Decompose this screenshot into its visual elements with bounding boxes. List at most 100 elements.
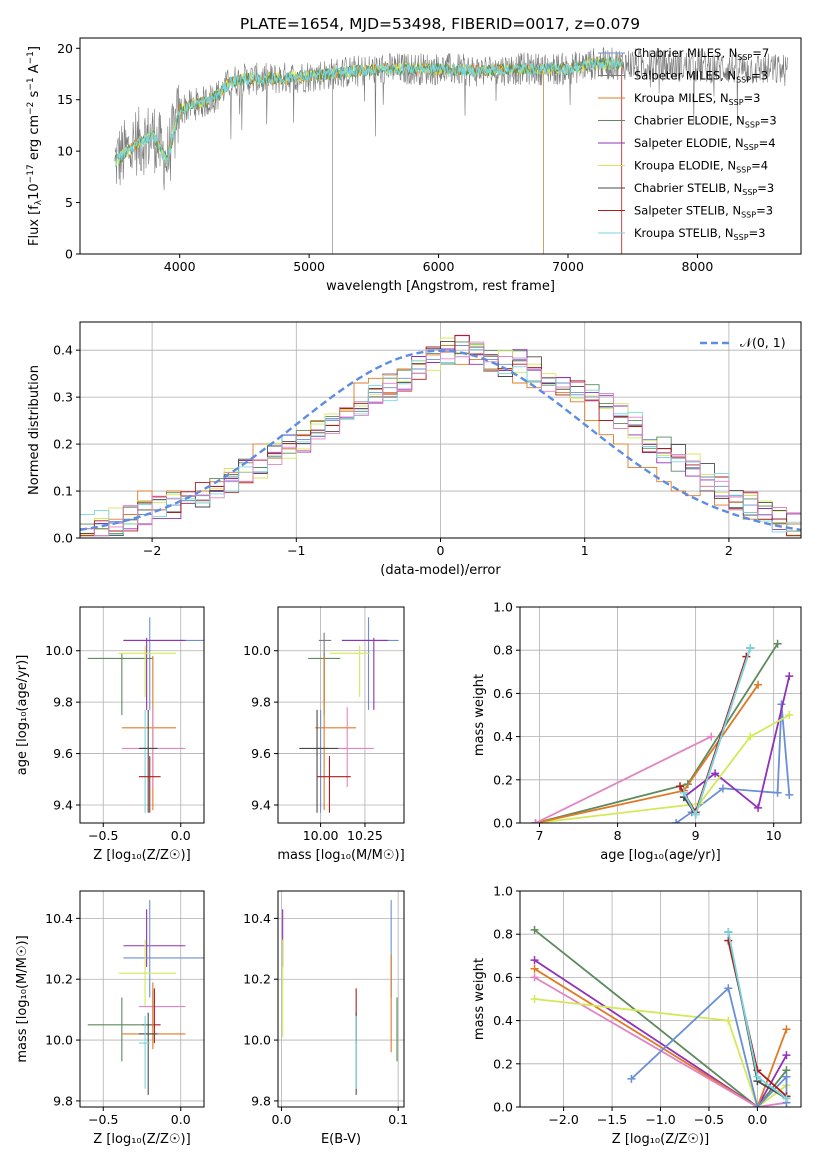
- plot-area: [80, 334, 801, 538]
- y-tick-label: 20: [57, 41, 73, 56]
- y-tick-label: 0.2: [493, 772, 513, 787]
- y-tick-label: 10.0: [243, 643, 271, 658]
- x-axis-label: (data-model)/error: [380, 563, 501, 578]
- y-axis-label-part: −1: [26, 77, 36, 90]
- axes-frame: [79, 606, 205, 824]
- x-tick-label: 0.0: [171, 828, 191, 843]
- y-axis-label-part: −1: [26, 51, 36, 64]
- weight-marker: [754, 680, 763, 689]
- chart-residuals: −2 −1 0 1 2 0.0 0.1 0.2 0.3 0.4 (data-model)/error…: [27, 321, 802, 578]
- x-tick-label: 6000: [423, 259, 455, 274]
- weight-line: [683, 675, 791, 810]
- y-axis-label-part: ]: [27, 46, 42, 51]
- legend-label-text: Chabrier MILES, N: [634, 46, 737, 60]
- x-axis-label: wavelength [Angstrom, rest frame]: [326, 279, 555, 294]
- plot-area: [114, 47, 789, 254]
- y-tick-label: 9.6: [53, 746, 73, 761]
- x-axis-label: Z [log₁₀(Z/Z☉)]: [93, 848, 190, 863]
- axes-frame: [519, 606, 802, 824]
- histogram-step: [80, 334, 801, 538]
- weight-marker: [724, 1016, 733, 1025]
- weight-marker: [724, 928, 733, 937]
- x-tick-label: −1: [287, 543, 305, 558]
- y-tick-label: 0.8: [493, 643, 513, 658]
- y-axis-label: Flux [fλ10−17 erg cm−2 s−1 A−1]: [26, 46, 44, 246]
- x-tick-label: −2.0: [548, 1112, 578, 1127]
- weight-marker: [672, 819, 681, 823]
- figure-title: PLATE=1654, MJD=53498, FIBERID=0017, z=0…: [240, 15, 640, 33]
- weight-marker: [782, 1025, 791, 1034]
- x-tick-label: −0.5: [88, 828, 118, 843]
- observed-spectrum-line: [114, 47, 789, 191]
- axes-frame: [277, 890, 405, 1108]
- legend-label-sub: SSP: [742, 188, 757, 197]
- weight-marker: [530, 956, 539, 965]
- legend-label-sub: SSP: [734, 233, 749, 242]
- y-tick-label: 15: [57, 92, 73, 107]
- legend-label: Chabrier MILES, NSSP=7: [634, 46, 769, 62]
- legend-label-text: =4: [759, 136, 776, 150]
- weight-line: [535, 735, 712, 823]
- y-tick-label: 0.6: [493, 686, 513, 701]
- legend-label-sub: SSP: [741, 211, 756, 220]
- legend-label-sub: SSP: [736, 166, 751, 175]
- y-tick-label: 10: [57, 144, 73, 159]
- x-tick-label: 7: [536, 828, 544, 843]
- legend-label: Chabrier STELIB, NSSP=3: [634, 181, 774, 197]
- chart-weight_vs_Z: −2.0 −1.5 −1.0 −0.5 0.0 0.0 0.2 0.4 0.6 0.8 1.0 Z […: [472, 884, 802, 1147]
- x-axis-label: E(B-V): [321, 1132, 361, 1147]
- y-axis-label: Normed distribution: [27, 365, 42, 495]
- y-tick-label: 0.2: [493, 1056, 513, 1071]
- y-tick-label: 0.4: [493, 1013, 513, 1028]
- weight-marker: [753, 1103, 762, 1107]
- y-tick-label: 0.1: [53, 484, 73, 499]
- weight-line: [534, 959, 788, 1107]
- weight-marker: [691, 810, 700, 819]
- legend-label-text: =3: [751, 69, 768, 83]
- weight-marker: [785, 711, 794, 719]
- weight-marker: [627, 1074, 636, 1083]
- y-tick-label: 9.6: [251, 746, 271, 761]
- y-tick-label: 0.8: [493, 927, 513, 942]
- x-tick-label: 10: [766, 828, 782, 843]
- weight-marker: [530, 995, 539, 1003]
- y-axis-label: mass weight: [472, 674, 487, 756]
- legend-label: Salpeter ELODIE, NSSP=4: [634, 136, 776, 152]
- chart-weight_vs_age: 7 8 9 10 0.0 0.2 0.4 0.6 0.8 1.0 age [log₁₀(age/yr…: [472, 600, 802, 863]
- x-tick-label: 8000: [682, 259, 714, 274]
- weight-line: [533, 929, 788, 1107]
- legend-label-sub: SSP: [744, 143, 759, 152]
- x-tick-label: 0.0: [747, 1112, 767, 1127]
- plot-area: [530, 925, 791, 1107]
- y-tick-label: 0.2: [53, 437, 73, 452]
- y-tick-label: 1.0: [493, 884, 513, 899]
- weight-line: [534, 998, 788, 1107]
- plot-area: [87, 900, 204, 1095]
- axes-frame: [79, 890, 205, 1108]
- chart-age_vs_mass: 10.00 10.25 9.4 9.6 9.8 10.0 mass [log₁₀(M/M☉)…: [243, 606, 405, 863]
- y-axis-label: mass [log₁₀(M/M☉)]: [15, 935, 30, 1062]
- chart-age_vs_Z: −0.5 0.0 9.4 9.6 9.8 10.0 Z [log₁₀(Z/Z☉)] age […: [15, 606, 205, 863]
- x-tick-label: 7000: [552, 259, 584, 274]
- x-tick-label: 0.1: [388, 1112, 408, 1127]
- normal-curve: [80, 349, 801, 531]
- legend-label-text: =7: [752, 46, 769, 60]
- weight-marker: [785, 672, 794, 681]
- weight-line: [535, 714, 790, 823]
- y-tick-label: 0.0: [493, 816, 513, 831]
- plot-area: [282, 900, 398, 1095]
- chart-spectrum: 4000 5000 6000 7000 8000 0 5 10 15 20 wavelength […: [26, 37, 802, 294]
- y-tick-label: 0.0: [53, 531, 73, 546]
- y-axis-label-part: A: [27, 64, 42, 77]
- legend-label-sub: SSP: [745, 121, 760, 130]
- x-axis-label: Z [log₁₀(Z/Z☉)]: [93, 1132, 190, 1147]
- y-tick-label: 9.8: [251, 1093, 271, 1108]
- plot-area: [531, 639, 794, 823]
- x-tick-label: −2: [143, 543, 161, 558]
- y-tick-label: 10.2: [243, 972, 271, 987]
- weight-marker: [782, 1051, 791, 1060]
- model-spectrum-line: [114, 56, 623, 163]
- legend-label-text: Salpeter STELIB, N: [634, 204, 741, 218]
- y-tick-label: 1.0: [493, 600, 513, 615]
